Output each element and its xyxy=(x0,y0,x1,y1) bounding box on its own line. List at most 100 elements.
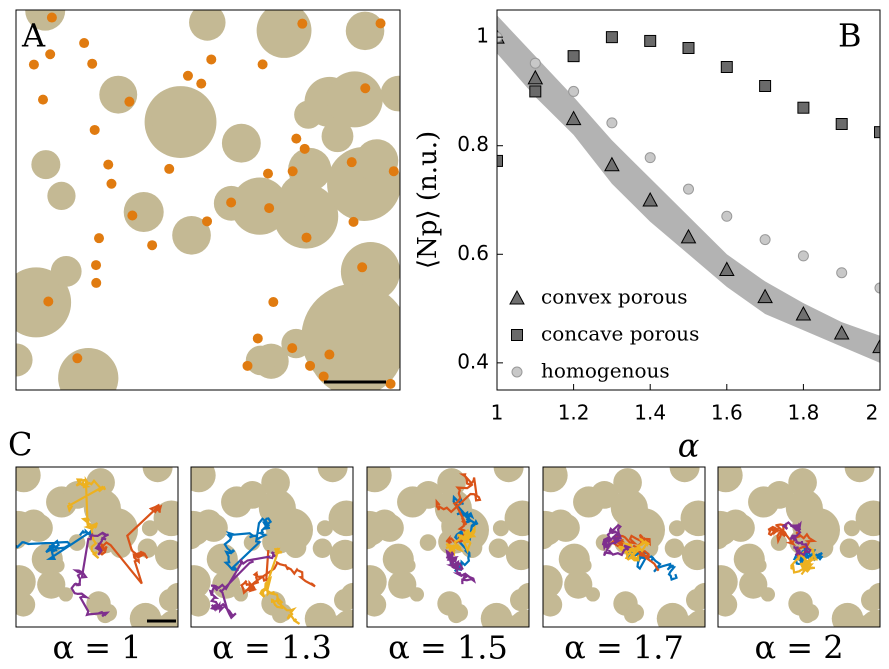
particle xyxy=(72,353,82,363)
obstacle xyxy=(863,504,881,522)
particle xyxy=(164,164,174,174)
obstacle xyxy=(704,565,737,598)
alpha-label: α = 1.5 xyxy=(388,629,508,666)
particle xyxy=(302,233,312,243)
obstacle xyxy=(860,610,889,643)
obstacle xyxy=(333,610,366,643)
x-tick-label: 1.8 xyxy=(787,401,819,425)
particle xyxy=(147,240,157,250)
particle xyxy=(376,18,386,28)
obstacle xyxy=(59,587,73,601)
trajectory-panel xyxy=(352,452,542,642)
obstacle xyxy=(577,558,592,573)
obstacle xyxy=(489,539,508,558)
y-axis-label: ⟨Np⟩ (n.u.) xyxy=(413,131,443,269)
particle xyxy=(38,95,48,105)
obstacle xyxy=(31,150,60,179)
obstacle xyxy=(2,565,35,598)
legend-label: convex porous xyxy=(541,285,687,309)
obstacle xyxy=(529,565,562,598)
obstacle xyxy=(346,12,385,51)
marker-circle xyxy=(512,367,522,377)
alpha-label: α = 1 xyxy=(52,629,141,666)
obstacle xyxy=(512,504,530,522)
particle xyxy=(29,60,39,70)
obstacle xyxy=(182,458,216,492)
particle xyxy=(288,166,298,176)
particle xyxy=(47,13,57,23)
obstacle xyxy=(327,71,383,127)
marker-square xyxy=(683,43,694,54)
obstacle xyxy=(58,348,118,408)
obstacle xyxy=(547,510,574,537)
obstacle xyxy=(688,504,706,522)
particle xyxy=(43,297,53,307)
panel-label: A xyxy=(21,17,46,55)
particle xyxy=(349,217,359,227)
obstacle xyxy=(99,76,137,114)
trajectory-panel xyxy=(528,452,718,642)
y-tick-label: 1 xyxy=(476,24,489,48)
particle xyxy=(357,262,367,272)
obstacle xyxy=(401,558,416,573)
particle xyxy=(45,49,55,59)
figure: A B C 0.40.60.8111.21.41.61.82α⟨Np⟩ (n.u… xyxy=(0,0,889,665)
particle xyxy=(297,19,307,29)
marker-circle xyxy=(530,58,540,68)
obstacle xyxy=(685,610,718,643)
y-tick-label: 0.8 xyxy=(457,132,489,156)
particle xyxy=(124,97,134,107)
obstacle xyxy=(682,540,712,570)
obstacle xyxy=(246,346,276,376)
panel-a-image xyxy=(0,0,416,408)
trajectory-panel xyxy=(703,452,889,642)
obstacle xyxy=(161,504,179,522)
obstacle xyxy=(761,587,775,601)
particle xyxy=(386,379,396,389)
particle xyxy=(127,211,137,221)
marker-square xyxy=(568,51,579,62)
obstacle xyxy=(371,510,398,537)
marker-circle xyxy=(569,86,579,96)
obstacle xyxy=(195,510,222,537)
trajectory-panel xyxy=(176,452,366,642)
x-tick-label: 1.2 xyxy=(558,401,590,425)
obstacle xyxy=(294,101,322,129)
plot-area xyxy=(490,15,887,362)
obstacle xyxy=(450,604,468,622)
obstacle xyxy=(177,565,210,598)
marker-square xyxy=(512,330,523,341)
alpha-label: α = 1.3 xyxy=(212,629,332,666)
marker-circle xyxy=(798,251,808,261)
trajectory-panel xyxy=(0,452,191,642)
particle xyxy=(103,160,113,170)
alpha-label: α = 2 xyxy=(754,629,843,666)
panel-label: C xyxy=(8,426,32,464)
obstacle xyxy=(722,510,749,537)
marker-square xyxy=(760,81,771,92)
particle xyxy=(347,157,357,167)
obstacle xyxy=(301,284,409,392)
obstacle xyxy=(231,178,288,235)
obstacle xyxy=(353,565,386,598)
obstacle xyxy=(336,504,354,522)
particle xyxy=(268,297,278,307)
marker-square xyxy=(721,62,732,73)
particle xyxy=(94,233,104,243)
panel-b-chart: 0.40.60.8111.21.41.61.82α⟨Np⟩ (n.u.)conv… xyxy=(413,10,887,465)
particle xyxy=(253,333,263,343)
obstacle xyxy=(51,256,82,287)
obstacle xyxy=(313,539,332,558)
marker-triangle xyxy=(510,291,524,304)
particle xyxy=(79,38,89,48)
obstacle xyxy=(50,558,65,573)
legend-label: homogenous xyxy=(541,359,670,383)
particle xyxy=(226,198,236,208)
marker-circle xyxy=(684,184,694,194)
obstacle xyxy=(269,508,313,552)
obstacle xyxy=(752,558,767,573)
marker-square xyxy=(606,32,617,43)
obstacle xyxy=(509,610,542,643)
y-tick-label: 0.4 xyxy=(457,349,489,373)
particle xyxy=(287,343,297,353)
